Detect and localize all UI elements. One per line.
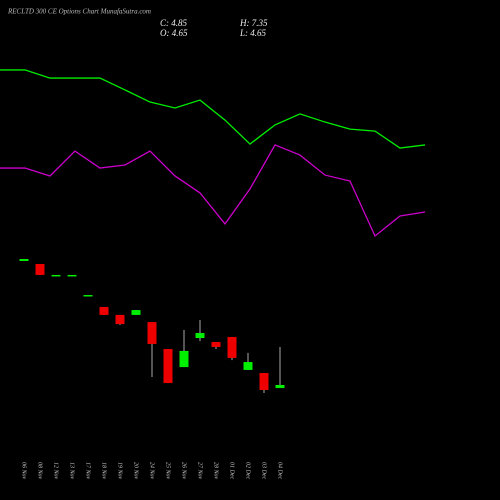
x-tick-label: 24 Nov xyxy=(149,462,156,480)
x-tick-label: 02 Dec xyxy=(245,462,251,479)
candle-body xyxy=(259,372,269,391)
x-tick-label: 03 Dec xyxy=(261,462,267,479)
candle-body xyxy=(211,341,221,347)
candle-body xyxy=(195,333,205,339)
x-tick-label: 13 Nov xyxy=(69,462,75,480)
x-tick-label: 04 Dec xyxy=(277,462,284,479)
candle-body xyxy=(163,348,173,384)
candle-body xyxy=(51,274,61,277)
candle-body xyxy=(179,350,189,368)
candle-body xyxy=(35,264,45,275)
x-tick-label: 17 Nov xyxy=(85,462,91,480)
candle-body xyxy=(99,307,109,315)
candle-body xyxy=(147,322,157,344)
low-label: L: 4.65 xyxy=(239,28,267,38)
indicator-line xyxy=(0,144,426,238)
close-label: C: 4.85 xyxy=(160,18,188,28)
candle-body xyxy=(83,295,93,297)
candle-body xyxy=(131,310,141,315)
x-tick-label: 12 Nov xyxy=(53,462,59,480)
chart-title: RECLTD 300 CE Options Chart MunafaSutra.… xyxy=(7,8,151,16)
high-label: H: 7.35 xyxy=(239,18,268,28)
x-tick-label: 18 Nov xyxy=(101,462,107,480)
x-tick-label: 25 Nov xyxy=(165,462,171,480)
candle-body xyxy=(275,385,285,389)
x-tick-label: 26 Nov xyxy=(181,462,187,480)
candle-body xyxy=(67,274,77,277)
candle-body xyxy=(115,314,125,325)
candle-body xyxy=(19,258,29,261)
open-label: O: 4.65 xyxy=(160,28,188,38)
x-tick-label: 01 Dec xyxy=(229,462,235,479)
x-tick-label: 20 Nov xyxy=(133,462,139,480)
x-tick-label: 27 Nov xyxy=(197,462,203,480)
x-tick-label: 06 Nov xyxy=(21,462,27,480)
candle-body xyxy=(243,362,253,370)
x-tick-label: 19 Nov xyxy=(117,462,123,480)
x-tick-label: 28 Nov xyxy=(213,462,219,480)
indicator-line xyxy=(0,69,426,149)
candle-body xyxy=(227,336,237,358)
x-tick-label: 08 Nov xyxy=(37,462,43,480)
